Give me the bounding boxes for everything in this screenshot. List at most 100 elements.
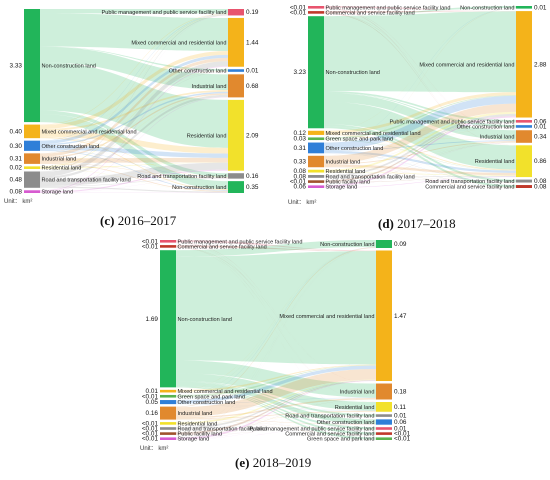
left-node-label: Commercial and service facility land: [178, 244, 267, 250]
left-node-green-space-and-park-land: [308, 137, 324, 141]
left-node-industrial-land: [24, 153, 40, 164]
flow-link: [176, 399, 376, 435]
left-node-label: Mixed commercial and residential land: [178, 389, 273, 395]
flow-link: [40, 46, 228, 90]
left-node-label: Residential land: [42, 166, 82, 172]
panel-caption: (c) 2016–2017: [100, 213, 177, 228]
right-node-value: 0.86: [534, 158, 547, 165]
caption-years: 2016–2017: [114, 213, 176, 228]
flow-link: [40, 13, 228, 142]
right-node-residential-land: [516, 145, 532, 178]
flow-link: [176, 397, 376, 411]
caption-letter: (d): [378, 216, 394, 231]
flow-link: [176, 399, 376, 440]
right-node-label: Residential land: [187, 133, 227, 139]
right-node-value: 0.01: [394, 413, 407, 420]
left-node-label: Other construction land: [326, 146, 384, 152]
right-node-value: 1.47: [394, 313, 407, 320]
flow-link: [176, 240, 376, 246]
flow-link: [40, 168, 228, 192]
left-node-value: <0.01: [290, 179, 307, 186]
flow-link: [176, 365, 376, 398]
right-node-other-construction-land: [376, 419, 392, 425]
left-node-label: Mixed commercial and residential land: [326, 131, 421, 137]
right-node-value: 0.34: [534, 134, 547, 141]
flow-link: [324, 176, 516, 178]
right-node-value: 2.88: [534, 61, 547, 68]
flow-link: [176, 240, 376, 251]
right-node-value: 0.06: [534, 118, 547, 125]
flow-link: [324, 172, 516, 188]
left-node-label: Road and transportation facility land: [326, 174, 415, 180]
flow-link: [176, 398, 376, 419]
flow-link: [176, 247, 376, 433]
left-node-label: Green space and park land: [326, 137, 393, 143]
right-node-label: Mixed commercial and residential land: [419, 62, 514, 68]
flow-link: [324, 133, 516, 141]
flow-link: [176, 403, 376, 425]
left-node-label: Industrial land: [42, 157, 77, 163]
flow-link: [324, 166, 516, 183]
right-node-value: 0.01: [534, 4, 547, 11]
flow-link: [176, 387, 376, 440]
left-node-label: Storage land: [42, 190, 74, 196]
left-node-label: Public management and public service fac…: [178, 239, 303, 245]
right-node-value: 0.19: [246, 9, 259, 16]
left-node-value: 0.08: [10, 189, 23, 196]
left-node-label: Industrial land: [178, 411, 213, 417]
flow-link: [176, 373, 376, 411]
flow-link: [324, 139, 516, 171]
flow-link: [176, 404, 376, 435]
right-node-value: <0.01: [394, 436, 411, 443]
left-node-label: Green space and park land: [178, 394, 245, 400]
right-node-non-construction-land: [228, 181, 244, 193]
left-node-other-construction-land: [24, 140, 40, 151]
caption-years: 2017–2018: [394, 216, 456, 231]
left-node-label: Road and transportation facility land: [178, 427, 267, 433]
flow-link: [176, 397, 376, 398]
right-node-value: 0.68: [246, 83, 259, 90]
flow-link: [40, 65, 228, 192]
flow-link: [40, 178, 228, 193]
right-node-label: Other construction land: [169, 69, 227, 75]
left-node-value: 0.08: [294, 168, 307, 175]
right-node-public-management-and-public-service-facility-land: [376, 427, 392, 430]
right-node-commercial-and-service-facility-land: [376, 432, 392, 435]
right-node-value: 0.35: [246, 184, 259, 191]
flow-link: [176, 242, 376, 420]
flow-link: [324, 167, 516, 188]
flow-link: [324, 140, 516, 151]
flow-link: [324, 7, 516, 131]
flow-link: [40, 71, 228, 145]
right-node-other-construction-land: [516, 125, 532, 128]
left-node-storage-land: [308, 185, 324, 188]
flow-link: [324, 164, 516, 176]
left-node-value: <0.01: [290, 4, 307, 11]
flow-link: [40, 130, 228, 154]
left-node-value: 0.30: [10, 143, 23, 150]
right-node-value: 0.16: [246, 173, 259, 180]
left-node-value: <0.01: [142, 420, 159, 427]
left-node-value: 1.69: [146, 316, 159, 323]
left-node-label: Non-construction land: [42, 64, 96, 70]
flow-link: [324, 142, 516, 183]
left-node-label: Public facility land: [178, 432, 222, 438]
flow-link: [176, 247, 376, 401]
flow-link: [176, 397, 376, 425]
flow-link: [324, 13, 516, 146]
left-node-value: 0.31: [294, 145, 307, 152]
flow-link: [324, 115, 516, 183]
flow-link: [176, 368, 376, 418]
left-node-road-and-transportation-facility-land: [24, 171, 40, 188]
flow-link: [176, 242, 376, 403]
flow-link: [324, 7, 516, 146]
right-node-value: 1.44: [246, 39, 259, 46]
flow-link: [324, 126, 516, 188]
flow-link: [176, 411, 376, 430]
flow-link: [176, 380, 376, 430]
left-node-value: 3.33: [10, 63, 23, 70]
flow-link: [176, 380, 376, 435]
right-node-label: Residential land: [335, 405, 375, 411]
right-node-non-construction-land: [516, 6, 532, 9]
left-node-value: 0.03: [294, 136, 307, 143]
